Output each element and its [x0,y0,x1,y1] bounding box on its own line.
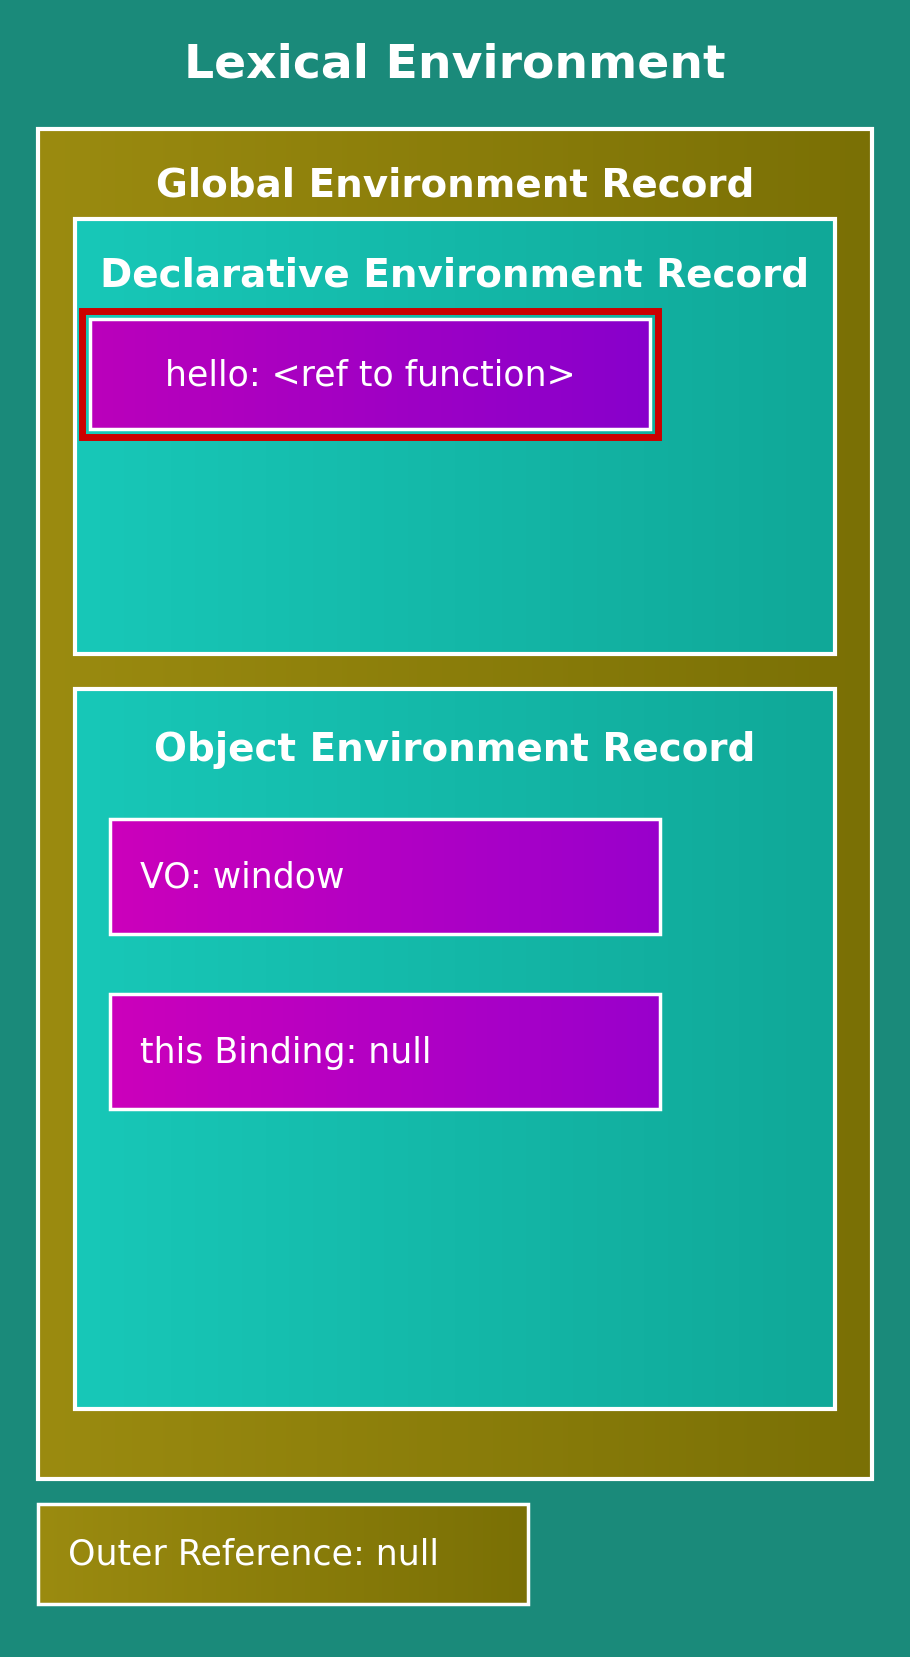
Text: Declarative Environment Record: Declarative Environment Record [100,255,810,293]
Bar [90,320,650,429]
Bar [75,689,835,1408]
Text: Object Environment Record: Object Environment Record [155,731,755,769]
Text: Lexical Environment: Lexical Environment [184,43,726,88]
Text: Outer Reference: null: Outer Reference: null [68,1538,439,1571]
Text: hello: <ref to function>: hello: <ref to function> [165,358,575,391]
Text: Global Environment Record: Global Environment Record [156,166,754,204]
Text: this Binding: null: this Binding: null [140,1036,431,1069]
Bar [110,994,660,1109]
Bar [38,129,872,1480]
Bar [82,312,658,437]
Text: VO: window: VO: window [140,860,344,895]
Bar [38,1505,528,1604]
Bar [75,220,835,655]
Bar [110,820,660,935]
